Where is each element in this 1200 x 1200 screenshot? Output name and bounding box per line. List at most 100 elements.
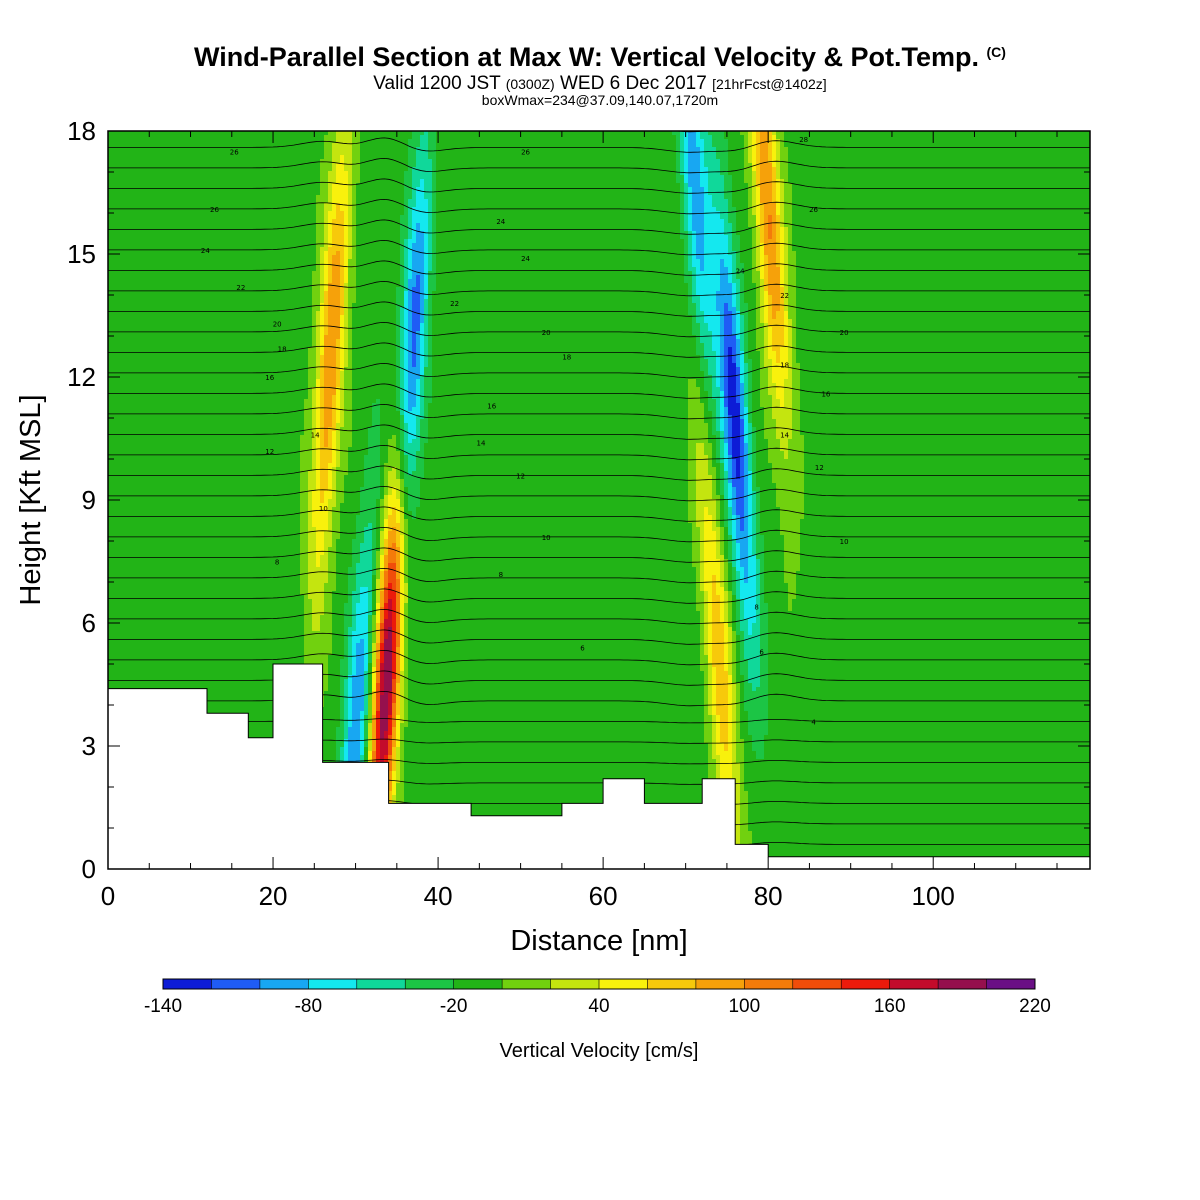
- velocity-cell: [644, 199, 649, 204]
- velocity-cell: [156, 175, 161, 180]
- velocity-cell: [120, 155, 125, 160]
- velocity-cell: [268, 151, 273, 156]
- velocity-cell: [580, 139, 585, 144]
- velocity-cell: [660, 143, 665, 148]
- velocity-cell: [452, 207, 457, 212]
- velocity-cell: [652, 183, 657, 188]
- velocity-cell: [568, 163, 573, 168]
- velocity-cell: [956, 143, 961, 148]
- velocity-cell: [540, 171, 545, 176]
- velocity-cell: [668, 183, 673, 188]
- velocity-cell: [776, 203, 781, 208]
- velocity-cell: [608, 167, 613, 172]
- velocity-cell: [980, 191, 985, 196]
- velocity-cell: [1004, 175, 1009, 180]
- velocity-cell: [212, 183, 217, 188]
- velocity-cell: [1052, 195, 1057, 200]
- velocity-cell: [772, 131, 777, 136]
- velocity-cell: [352, 199, 357, 204]
- velocity-cell: [356, 183, 361, 188]
- velocity-cell: [560, 139, 565, 144]
- velocity-cell: [640, 167, 645, 172]
- velocity-cell: [784, 131, 789, 136]
- velocity-cell: [712, 203, 717, 208]
- velocity-cell: [1044, 175, 1049, 180]
- velocity-cell: [976, 131, 981, 136]
- velocity-cell: [592, 143, 597, 148]
- velocity-cell: [768, 183, 773, 188]
- velocity-cell: [744, 191, 749, 196]
- velocity-cell: [864, 151, 869, 156]
- velocity-cell: [208, 163, 213, 168]
- velocity-cell: [228, 167, 233, 172]
- velocity-cell: [808, 207, 813, 212]
- velocity-cell: [184, 147, 189, 152]
- velocity-cell: [684, 139, 689, 144]
- velocity-cell: [332, 175, 337, 180]
- velocity-cell: [120, 139, 125, 144]
- velocity-cell: [172, 155, 177, 160]
- velocity-cell: [384, 155, 389, 160]
- velocity-cell: [784, 171, 789, 176]
- velocity-cell: [212, 179, 217, 184]
- velocity-cell: [508, 179, 513, 184]
- velocity-cell: [1036, 187, 1041, 192]
- velocity-cell: [628, 203, 633, 208]
- velocity-cell: [588, 179, 593, 184]
- velocity-cell: [740, 207, 745, 212]
- velocity-cell: [324, 187, 329, 192]
- velocity-cell: [604, 203, 609, 208]
- velocity-cell: [296, 203, 301, 208]
- velocity-cell: [528, 155, 533, 160]
- velocity-cell: [220, 175, 225, 180]
- velocity-cell: [928, 135, 933, 140]
- velocity-cell: [740, 155, 745, 160]
- velocity-cell: [380, 159, 385, 164]
- velocity-cell: [504, 203, 509, 208]
- velocity-cell: [264, 155, 269, 160]
- velocity-cell: [608, 151, 613, 156]
- velocity-cell: [640, 191, 645, 196]
- velocity-cell: [520, 131, 525, 136]
- velocity-cell: [188, 211, 193, 216]
- velocity-cell: [336, 167, 341, 172]
- velocity-cell: [468, 155, 473, 160]
- velocity-cell: [796, 171, 801, 176]
- velocity-cell: [1068, 139, 1073, 144]
- velocity-cell: [1052, 151, 1057, 156]
- velocity-cell: [736, 191, 741, 196]
- velocity-cell: [1000, 203, 1005, 208]
- velocity-cell: [216, 203, 221, 208]
- velocity-cell: [200, 167, 205, 172]
- velocity-cell: [440, 187, 445, 192]
- velocity-cell: [712, 135, 717, 140]
- velocity-cell: [380, 203, 385, 208]
- velocity-cell: [1056, 199, 1061, 204]
- velocity-cell: [732, 163, 737, 168]
- velocity-cell: [672, 147, 677, 152]
- velocity-cell: [1028, 139, 1033, 144]
- velocity-cell: [268, 171, 273, 176]
- velocity-cell: [848, 171, 853, 176]
- velocity-cell: [616, 195, 621, 200]
- velocity-cell: [340, 135, 345, 140]
- velocity-cell: [248, 143, 253, 148]
- velocity-cell: [188, 135, 193, 140]
- velocity-cell: [152, 183, 157, 188]
- velocity-cell: [548, 155, 553, 160]
- velocity-cell: [768, 131, 773, 136]
- velocity-cell: [340, 151, 345, 156]
- velocity-cell: [1076, 171, 1081, 176]
- velocity-cell: [520, 167, 525, 172]
- velocity-cell: [1072, 159, 1077, 164]
- velocity-cell: [328, 143, 333, 148]
- velocity-cell: [556, 183, 561, 188]
- velocity-cell: [568, 175, 573, 180]
- velocity-cell: [844, 179, 849, 184]
- velocity-cell: [372, 139, 377, 144]
- velocity-cell: [240, 195, 245, 200]
- velocity-cell: [592, 139, 597, 144]
- velocity-cell: [520, 155, 525, 160]
- velocity-cell: [916, 203, 921, 208]
- velocity-cell: [700, 147, 705, 152]
